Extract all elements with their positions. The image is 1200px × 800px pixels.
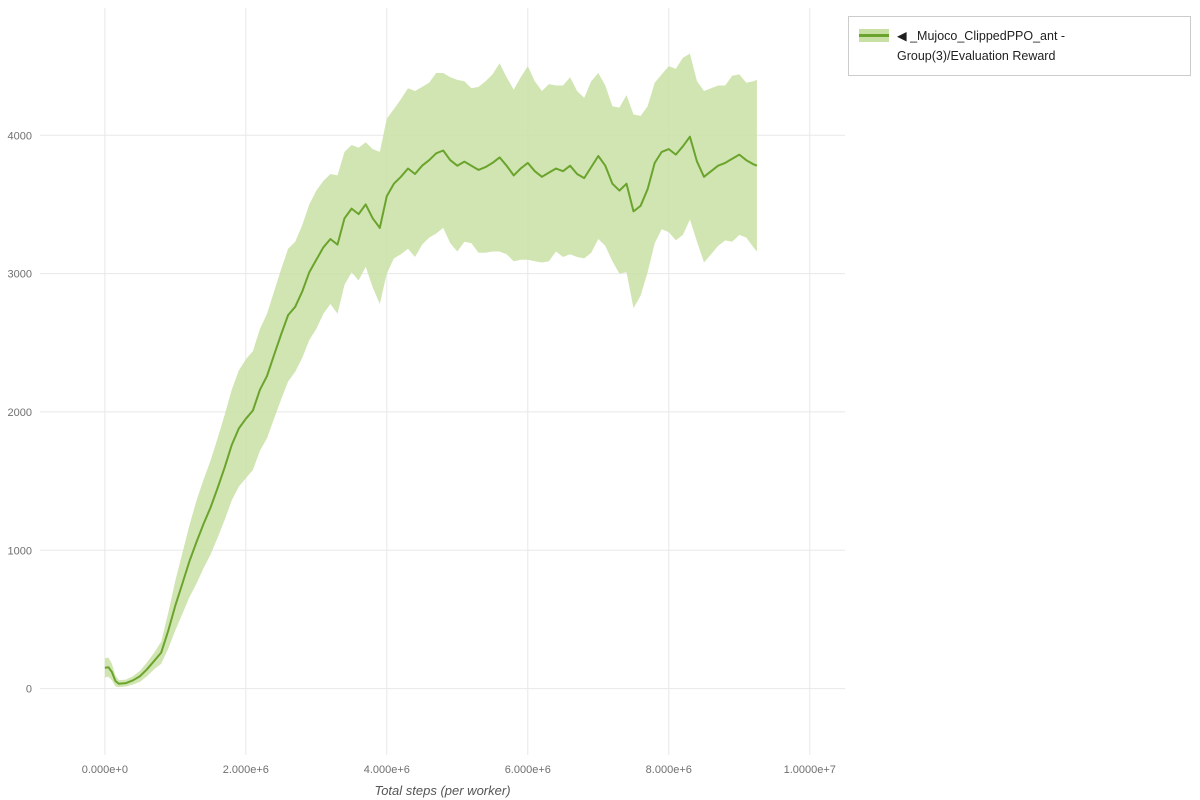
legend-swatch-line xyxy=(859,34,889,37)
mean-reward-line xyxy=(104,135,758,685)
legend-label: ◀ _Mujoco_ClippedPPO_ant - Group(3)/Eval… xyxy=(897,26,1180,66)
legend-swatch-band xyxy=(859,29,889,42)
x-tick-label: 6.000e+6 xyxy=(505,764,551,776)
x-tick-label: 1.0000e+7 xyxy=(784,764,836,776)
y-tick-label: 4000 xyxy=(8,130,32,142)
legend-marker-icon: ◀ xyxy=(897,29,907,43)
legend-series-name: _Mujoco_ClippedPPO_ant - Group(3)/Evalua… xyxy=(897,29,1066,63)
x-tick-label: 4.000e+6 xyxy=(364,764,410,776)
y-tick-label: 1000 xyxy=(8,545,32,557)
legend[interactable]: ◀ _Mujoco_ClippedPPO_ant - Group(3)/Eval… xyxy=(848,16,1191,76)
y-tick-label: 3000 xyxy=(8,269,32,281)
x-axis-label: Total steps (per worker) xyxy=(374,783,510,798)
confidence-band xyxy=(104,53,757,688)
x-tick-label: 2.000e+6 xyxy=(223,764,269,776)
x-tick-label: 8.000e+6 xyxy=(646,764,692,776)
y-tick-label: 0 xyxy=(26,684,32,696)
y-tick-label: 2000 xyxy=(8,407,32,419)
x-tick-label: 0.000e+0 xyxy=(82,764,128,776)
